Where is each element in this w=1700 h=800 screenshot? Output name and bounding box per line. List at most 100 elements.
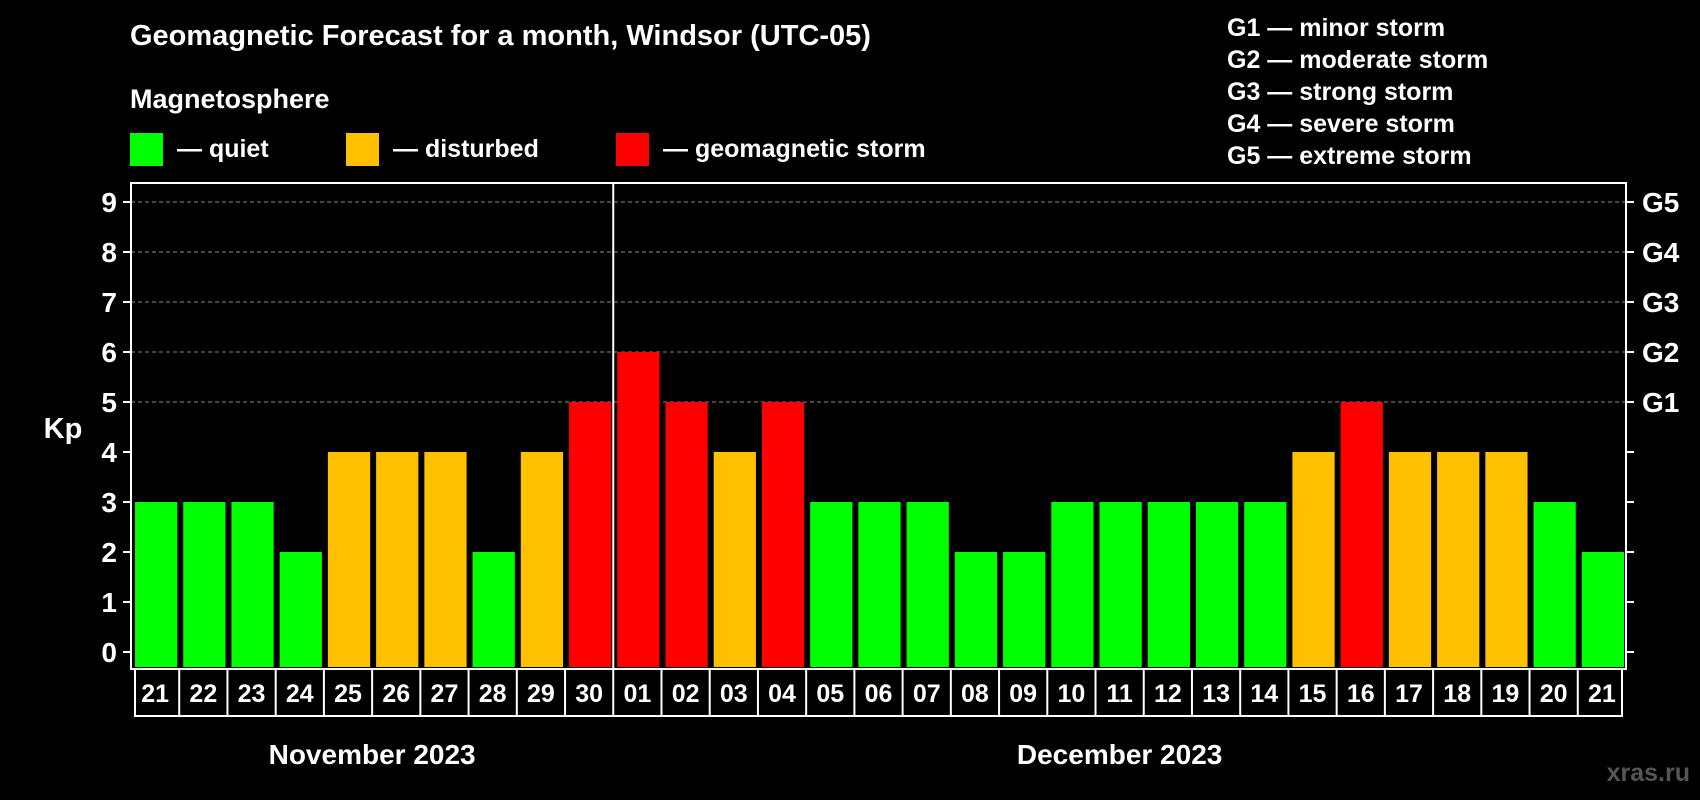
bar-10 — [617, 352, 660, 667]
legend-storm-label: — geomagnetic storm — [663, 134, 926, 163]
bar-27 — [1437, 452, 1480, 667]
x-tick-label-26: 17 — [1395, 680, 1423, 708]
y-tick-label-1: 1 — [101, 587, 117, 618]
x-tick-label-9: 30 — [575, 680, 603, 708]
x-tick-label-29: 20 — [1540, 680, 1568, 708]
x-tick-label-28: 19 — [1492, 680, 1520, 708]
bar-3 — [279, 552, 322, 667]
bar-1 — [183, 502, 226, 667]
g-level-label-g5: G5 — [1642, 187, 1679, 218]
storm-scale-g4: G4 — severe storm — [1227, 110, 1455, 138]
x-tick-label-22: 13 — [1202, 680, 1230, 708]
x-tick-label-11: 02 — [672, 680, 700, 708]
y-tick-label-9: 9 — [101, 187, 117, 218]
chart-subtitle: Magnetosphere — [130, 84, 330, 114]
x-tick-label-8: 29 — [527, 680, 555, 708]
bar-19 — [1051, 502, 1094, 667]
storm-scale-g3: G3 — strong storm — [1227, 78, 1454, 106]
legend-quiet-label: — quiet — [177, 134, 269, 163]
watermark: xras.ru — [1606, 759, 1690, 787]
bar-18 — [1003, 552, 1046, 667]
legend-storm-swatch — [616, 132, 649, 166]
bar-0 — [135, 502, 178, 667]
bar-4 — [327, 452, 371, 667]
month-label-1: December 2023 — [1017, 739, 1222, 770]
y-tick-label-0: 0 — [101, 637, 117, 668]
x-tick-label-0: 21 — [141, 680, 169, 708]
storm-scale-g2: G2 — moderate storm — [1227, 46, 1489, 74]
x-tick-label-27: 18 — [1443, 680, 1471, 708]
x-tick-label-2: 23 — [238, 680, 266, 708]
x-tick-label-3: 24 — [286, 680, 314, 708]
x-tick-label-18: 09 — [1009, 680, 1037, 708]
legend-quiet: — quiet — [130, 131, 269, 167]
x-tick-label-24: 15 — [1299, 680, 1327, 708]
legend-disturbed-label: — disturbed — [393, 134, 539, 163]
x-tick-label-12: 03 — [720, 680, 748, 708]
bar-2 — [231, 502, 274, 667]
x-tick-label-19: 10 — [1057, 680, 1085, 708]
bar-11 — [665, 402, 708, 667]
g-level-label-g4: G4 — [1642, 237, 1680, 268]
bar-9 — [569, 402, 612, 667]
x-tick-label-7: 28 — [479, 680, 507, 708]
x-tick-label-20: 11 — [1106, 680, 1133, 708]
y-tick-label-3: 3 — [101, 487, 117, 518]
x-tick-label-30: 21 — [1588, 680, 1616, 708]
bar-13 — [761, 402, 805, 667]
x-tick-label-10: 01 — [623, 680, 651, 708]
legend-storm: — geomagnetic storm — [616, 131, 926, 167]
g-level-label-g1: G1 — [1642, 387, 1679, 418]
bar-20 — [1099, 502, 1142, 667]
g-level-label-g3: G3 — [1642, 287, 1679, 318]
x-tick-label-1: 22 — [189, 680, 217, 708]
x-tick-label-4: 25 — [334, 680, 362, 708]
y-tick-label-4: 4 — [101, 437, 117, 468]
storm-scale-legend: G1 — minor storm G2 — moderate storm G3 … — [1227, 12, 1488, 172]
bar-26 — [1388, 452, 1432, 667]
y-tick-label-7: 7 — [101, 287, 117, 318]
y-tick-label-6: 6 — [101, 337, 117, 368]
g-level-label-g2: G2 — [1642, 337, 1679, 368]
x-axis-label-box — [134, 668, 1623, 717]
bar-8 — [520, 452, 564, 667]
bar-24 — [1292, 452, 1335, 667]
bar-16 — [906, 502, 949, 667]
bar-30 — [1581, 552, 1624, 667]
y-tick-label-5: 5 — [101, 387, 117, 418]
legend-disturbed-swatch — [346, 132, 379, 166]
x-tick-label-5: 26 — [382, 680, 410, 708]
bar-25 — [1340, 402, 1383, 667]
x-tick-label-15: 06 — [865, 680, 893, 708]
x-tick-label-6: 27 — [431, 680, 459, 708]
bar-23 — [1244, 502, 1287, 667]
bar-17 — [954, 552, 998, 667]
bar-21 — [1147, 502, 1190, 667]
storm-scale-g5: G5 — extreme storm — [1227, 142, 1472, 170]
x-tick-label-14: 05 — [816, 680, 844, 708]
legend-disturbed: — disturbed — [346, 131, 539, 167]
bar-22 — [1195, 502, 1239, 667]
x-tick-label-17: 08 — [961, 680, 989, 708]
x-tick-label-25: 16 — [1347, 680, 1375, 708]
month-label-0: November 2023 — [269, 739, 476, 770]
bar-12 — [713, 452, 756, 667]
y-tick-label-2: 2 — [101, 537, 117, 568]
bar-28 — [1485, 452, 1528, 667]
chart-title: Geomagnetic Forecast for a month, Windso… — [130, 20, 871, 52]
bar-15 — [858, 502, 901, 667]
legend-quiet-swatch — [130, 132, 163, 166]
bar-29 — [1533, 502, 1576, 667]
storm-scale-g1: G1 — minor storm — [1227, 14, 1446, 42]
y-axis-label: Kp — [44, 413, 83, 445]
x-tick-label-16: 07 — [913, 680, 941, 708]
bar-6 — [424, 452, 467, 667]
bar-7 — [472, 552, 515, 667]
x-tick-label-23: 14 — [1250, 680, 1278, 708]
y-tick-label-8: 8 — [101, 237, 117, 268]
bar-5 — [376, 452, 419, 667]
x-tick-label-21: 12 — [1154, 680, 1182, 708]
x-tick-label-13: 04 — [768, 680, 796, 708]
bar-14 — [810, 502, 853, 667]
